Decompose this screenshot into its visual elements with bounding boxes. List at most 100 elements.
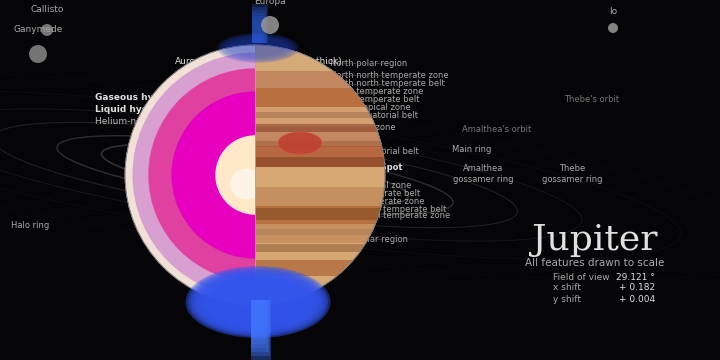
Text: Jupiter: Jupiter — [532, 223, 658, 257]
Text: Thebe
gossamer ring: Thebe gossamer ring — [541, 164, 602, 184]
Text: Liquid hydrogen: Liquid hydrogen — [95, 105, 178, 114]
Text: South polar region: South polar region — [330, 234, 408, 243]
Circle shape — [41, 24, 53, 36]
Bar — [252, 16, 264, 43]
Bar — [251, 300, 271, 360]
Bar — [252, 19, 263, 43]
Text: L: L — [307, 210, 312, 220]
Ellipse shape — [208, 279, 308, 324]
Text: Callisto: Callisto — [30, 5, 63, 14]
Text: 29.121 °: 29.121 ° — [616, 273, 655, 282]
Circle shape — [261, 16, 279, 34]
Text: Gaseous hydrogen: Gaseous hydrogen — [95, 93, 189, 102]
Bar — [255, 208, 390, 220]
Text: All features drawn to scale: All features drawn to scale — [526, 258, 665, 268]
Ellipse shape — [218, 285, 298, 319]
Text: North polar region: North polar region — [330, 58, 408, 68]
Bar — [251, 300, 264, 332]
Ellipse shape — [221, 35, 295, 61]
Ellipse shape — [225, 290, 290, 314]
Text: Cloud layers (50 km thick): Cloud layers (50 km thick) — [222, 58, 341, 67]
Text: Halo ring: Halo ring — [11, 220, 49, 230]
Text: H: H — [308, 135, 315, 145]
Text: Helium-neon rain: Helium-neon rain — [95, 117, 174, 126]
Ellipse shape — [191, 269, 325, 335]
Ellipse shape — [193, 270, 323, 333]
Text: Amalthea
gossamer ring: Amalthea gossamer ring — [453, 164, 513, 184]
Bar — [255, 170, 390, 206]
Bar — [255, 243, 390, 276]
Ellipse shape — [186, 266, 330, 338]
Text: + 0.004: + 0.004 — [619, 294, 655, 303]
Ellipse shape — [220, 287, 295, 317]
Circle shape — [230, 168, 261, 199]
Text: Main ring: Main ring — [452, 145, 492, 154]
Circle shape — [148, 68, 361, 282]
Ellipse shape — [215, 284, 300, 320]
Text: y shift: y shift — [553, 294, 581, 303]
Text: North temperate belt: North temperate belt — [330, 95, 420, 104]
Bar — [251, 300, 269, 352]
Bar — [255, 93, 390, 127]
Bar — [252, 13, 265, 43]
Bar — [255, 140, 390, 147]
Bar — [255, 112, 390, 118]
Text: South south temperate zone: South south temperate zone — [330, 211, 450, 220]
Text: North equatorial belt: North equatorial belt — [330, 112, 418, 121]
Bar — [255, 150, 390, 187]
Bar — [255, 244, 390, 252]
Bar — [251, 300, 263, 328]
Ellipse shape — [223, 36, 293, 60]
Text: x shift: x shift — [553, 284, 581, 292]
Bar — [251, 300, 265, 336]
Bar — [251, 300, 266, 340]
Text: North north temperate zone: North north temperate zone — [330, 71, 449, 80]
Text: Aurorae: Aurorae — [175, 58, 211, 67]
Text: Metallic hydrogen: Metallic hydrogen — [153, 161, 233, 170]
Bar — [255, 206, 390, 243]
Bar — [255, 261, 390, 292]
Ellipse shape — [200, 275, 315, 329]
Ellipse shape — [278, 132, 322, 154]
Ellipse shape — [203, 276, 313, 328]
Text: South temperate belt: South temperate belt — [330, 189, 420, 198]
Bar — [255, 73, 390, 107]
Bar — [255, 37, 390, 71]
Text: South south temperate belt: South south temperate belt — [330, 204, 446, 213]
Ellipse shape — [210, 281, 305, 323]
Bar — [255, 188, 390, 224]
Ellipse shape — [217, 33, 299, 63]
Text: Rock &
ice core: Rock & ice core — [165, 190, 201, 210]
Text: Io: Io — [609, 8, 617, 17]
Circle shape — [125, 45, 385, 305]
Bar — [252, 22, 262, 43]
Wedge shape — [255, 45, 385, 305]
Text: South equatorial belt: South equatorial belt — [330, 147, 419, 156]
Circle shape — [132, 53, 377, 297]
Ellipse shape — [213, 283, 303, 321]
Bar — [255, 229, 390, 235]
Circle shape — [608, 23, 618, 33]
Bar — [255, 157, 390, 167]
Bar — [255, 113, 390, 147]
Bar — [252, 4, 268, 43]
Text: South tropical zone: South tropical zone — [330, 180, 411, 189]
Text: H: H — [308, 257, 315, 267]
Ellipse shape — [196, 272, 320, 332]
Ellipse shape — [205, 278, 310, 326]
Bar — [252, 10, 266, 43]
Bar — [255, 54, 390, 88]
Text: Great Red Spot: Great Red Spot — [330, 162, 402, 171]
Text: Field of view: Field of view — [553, 273, 610, 282]
Text: Equatorial zone: Equatorial zone — [330, 123, 395, 132]
Text: Amalthea's orbit: Amalthea's orbit — [462, 126, 531, 135]
Bar — [251, 300, 270, 356]
Bar — [255, 275, 390, 309]
Text: Thebe's orbit: Thebe's orbit — [564, 95, 620, 104]
Bar — [251, 300, 267, 344]
Bar — [255, 226, 390, 260]
Ellipse shape — [223, 288, 293, 315]
Bar — [255, 131, 390, 167]
Text: Europa: Europa — [254, 0, 286, 5]
Circle shape — [172, 92, 338, 258]
